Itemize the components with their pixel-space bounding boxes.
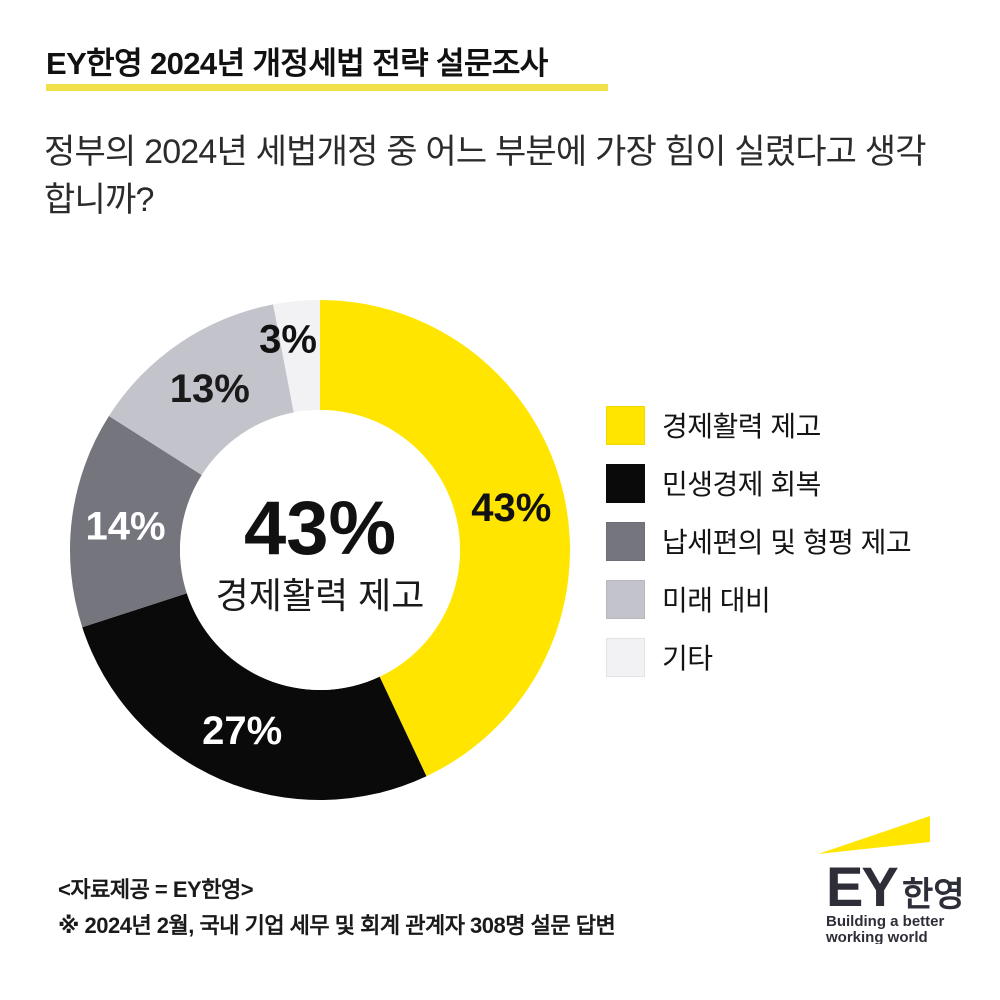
donut-value-label-0: 43%: [471, 486, 551, 530]
legend-item-2[interactable]: 납세편의 및 형평 제고: [606, 512, 978, 570]
donut-slice-2[interactable]: [70, 416, 202, 628]
ey-wordmark-suffix: 한영: [902, 876, 965, 914]
donut-center-label: 경제활력 제고: [216, 575, 425, 616]
donut-value-label-2: 14%: [86, 504, 166, 548]
legend-label-1: 민생경제 회복: [662, 469, 821, 500]
donut-value-label-4: 3%: [259, 317, 317, 361]
donut-value-label-group: 43% 27% 14% 13%3%: [86, 317, 552, 752]
legend-label-2: 납세편의 및 형평 제고: [662, 527, 912, 558]
legend-swatch-icon-0: [606, 405, 645, 445]
legend-swatch-icon-2: [606, 521, 645, 561]
legend-label-0: 경제활력 제고: [662, 411, 821, 442]
donut-chart-svg: 43% 27% 14% 13%3% 43% 경제활력 제고: [70, 300, 570, 800]
ey-logo-svg: EY 한영 Building a better working world: [818, 816, 965, 944]
donut-slice-4[interactable]: [273, 300, 320, 413]
footer-source: <자료제공 = EY한영>: [58, 877, 254, 902]
donut-value-label-3: 13%: [170, 367, 250, 411]
donut-slice-3[interactable]: [108, 304, 294, 475]
legend-swatch-icon-3: [606, 579, 645, 619]
donut-value-label-1: 27%: [202, 709, 282, 753]
legend-item-3[interactable]: 미래 대비: [606, 570, 978, 628]
legend-label-4: 기타: [662, 643, 713, 674]
legend-item-1[interactable]: 민생경제 회복: [606, 454, 978, 512]
legend-item-4[interactable]: 기타: [606, 628, 978, 686]
page-title: EY한영 2024년 개정세법 전략 설문조사: [46, 46, 548, 81]
ey-wordmark: EY: [826, 855, 898, 918]
legend-swatch-icon-4: [606, 637, 645, 677]
donut-center-value: 43%: [244, 486, 396, 571]
donut-slice-group: [70, 300, 570, 800]
ey-beam-icon: [818, 816, 930, 854]
ey-tagline-line-2: working world: [825, 929, 928, 944]
footer: <자료제공 = EY한영> ※ 2024년 2월, 국내 기업 세무 및 회계 …: [58, 872, 758, 943]
donut-slice-0[interactable]: [320, 300, 570, 777]
ey-logo: EY 한영 Building a better working world: [812, 812, 972, 944]
legend-swatch-icon-1: [606, 463, 645, 503]
chart-legend: 경제활력 제고 민생경제 회복 납세편의 및 형평 제고 미래 대비 기타: [606, 396, 978, 686]
footer-note: ※ 2024년 2월, 국내 기업 세무 및 회계 관계자 308명 설문 답변: [58, 912, 616, 938]
title-underline-rule: [46, 84, 608, 91]
ey-tagline-line-1: Building a better: [826, 913, 945, 930]
legend-label-3: 미래 대비: [662, 585, 771, 616]
donut-chart: 43% 27% 14% 13% 3% 43% 경제활력 제고: [62, 292, 578, 808]
donut-slice-1[interactable]: [82, 593, 427, 800]
survey-question: 정부의 2024년 세법개정 중 어느 부분에 가장 힘이 실렸다고 생각합니까…: [44, 133, 927, 220]
donut-hole: [180, 410, 460, 690]
legend-item-0[interactable]: 경제활력 제고: [606, 396, 978, 454]
